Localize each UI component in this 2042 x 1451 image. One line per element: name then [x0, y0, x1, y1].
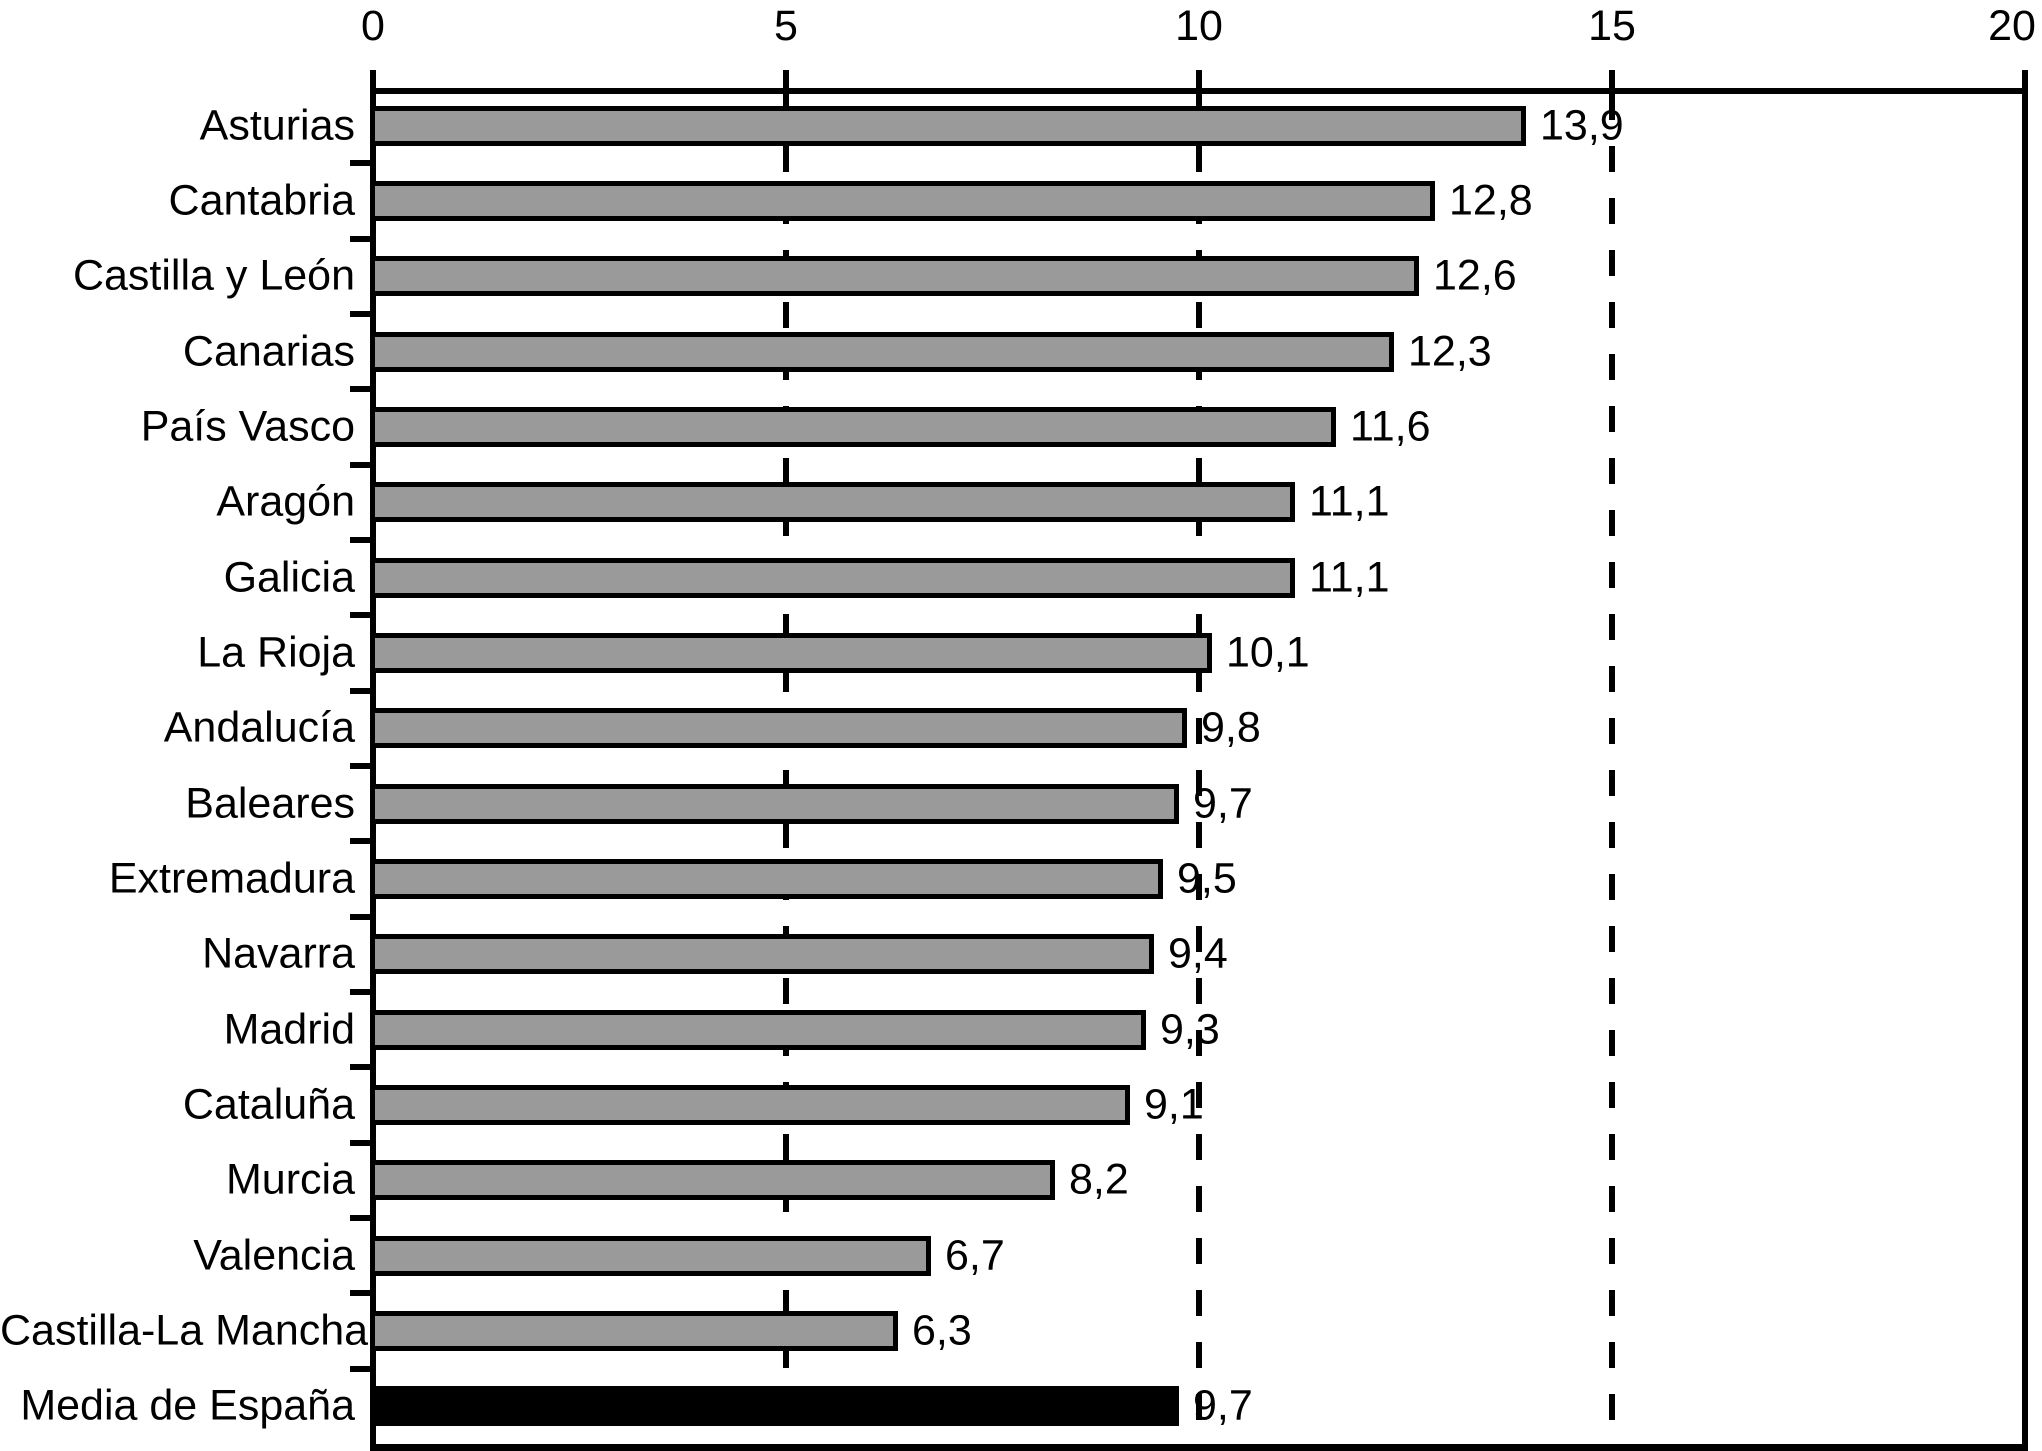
y-axis-tick: [350, 160, 371, 167]
category-label: Cantabria: [168, 176, 355, 225]
value-label: 11,1: [1309, 553, 1390, 602]
value-label: 9,5: [1177, 854, 1237, 903]
y-axis-tick: [350, 989, 371, 995]
y-axis-tick: [350, 311, 371, 317]
bar: [370, 181, 1435, 221]
category-label: Extremadura: [108, 854, 355, 903]
bar: [370, 934, 1154, 975]
x-axis-tick: [1196, 70, 1202, 88]
value-label: 12,6: [1433, 251, 1517, 300]
category-label: Asturias: [199, 101, 355, 150]
plot-frame: [370, 88, 2028, 1451]
value-label: 9,3: [1160, 1005, 1220, 1054]
y-axis-tick: [350, 235, 371, 242]
bar: [370, 1085, 1130, 1125]
category-label: Baleares: [185, 779, 355, 828]
y-axis-tick: [350, 1365, 371, 1372]
y-axis-tick: [350, 386, 371, 393]
x-axis-tick: [370, 70, 376, 88]
value-label: 9,8: [1201, 703, 1261, 752]
gridline: [1609, 94, 1615, 1444]
bar: [370, 105, 1526, 146]
bar: [370, 783, 1179, 824]
category-label: Andalucía: [163, 703, 355, 752]
category-label: Galicia: [223, 553, 355, 602]
value-label: 10,1: [1226, 628, 1310, 677]
bar: [370, 633, 1212, 673]
x-axis-tick-label: 0: [361, 2, 385, 50]
bar: [370, 1160, 1055, 1201]
y-axis-tick: [350, 1215, 371, 1221]
category-label: Valencia: [193, 1231, 355, 1280]
category-label: Cataluña: [182, 1080, 355, 1129]
category-label: Navarra: [202, 929, 355, 978]
y-axis-tick: [350, 913, 371, 920]
bar-highlight: [370, 1386, 1179, 1427]
bar: [370, 482, 1295, 523]
value-label: 9,7: [1193, 779, 1253, 828]
x-axis-tick-label: 20: [1988, 2, 2036, 50]
bar: [370, 331, 1394, 372]
category-label: Madrid: [223, 1005, 355, 1054]
category-label: Castilla-La Mancha: [0, 1306, 369, 1355]
value-label: 9,4: [1168, 929, 1228, 978]
y-axis-tick: [350, 461, 371, 468]
bar: [370, 407, 1336, 447]
y-axis-tick: [350, 763, 371, 769]
value-label: 12,8: [1449, 176, 1533, 225]
category-label: Aragón: [216, 477, 355, 526]
value-label: 9,7: [1193, 1381, 1253, 1430]
value-label: 9,1: [1144, 1080, 1204, 1129]
category-label: Murcia: [225, 1155, 355, 1204]
category-label: La Rioja: [197, 628, 355, 677]
gridline: [1196, 94, 1202, 1444]
y-axis-tick: [350, 537, 371, 543]
category-label: País Vasco: [140, 402, 355, 451]
y-axis-tick: [350, 1064, 371, 1071]
category-label: Media de España: [20, 1381, 355, 1430]
x-axis-tick-label: 5: [774, 2, 798, 50]
value-label: 8,2: [1069, 1155, 1129, 1204]
value-label: 12,3: [1408, 327, 1492, 376]
bar: [370, 708, 1187, 749]
y-axis-tick: [350, 838, 371, 845]
x-axis-tick-label: 15: [1588, 2, 1636, 50]
x-axis-tick-label: 10: [1175, 2, 1223, 50]
value-label: 13,9: [1540, 101, 1624, 150]
bar: [370, 256, 1419, 297]
x-axis-tick: [2022, 70, 2028, 88]
value-label: 11,6: [1350, 402, 1431, 451]
bar: [370, 1009, 1146, 1050]
x-axis-tick: [783, 70, 789, 88]
value-label: 6,3: [912, 1306, 972, 1355]
category-label: Castilla y León: [72, 251, 355, 300]
y-axis-tick: [350, 612, 371, 619]
bar: [370, 1311, 898, 1351]
y-axis-tick: [350, 687, 371, 694]
value-label: 6,7: [945, 1231, 1005, 1280]
value-label: 11,1: [1309, 477, 1390, 526]
bar: [370, 859, 1163, 899]
x-axis-tick: [1609, 70, 1615, 88]
gridline: [783, 94, 789, 1444]
bar: [370, 557, 1295, 598]
bar: [370, 1235, 931, 1276]
y-axis-tick: [350, 1139, 371, 1146]
category-label: Canarias: [182, 327, 355, 376]
y-axis-tick: [350, 1290, 371, 1297]
